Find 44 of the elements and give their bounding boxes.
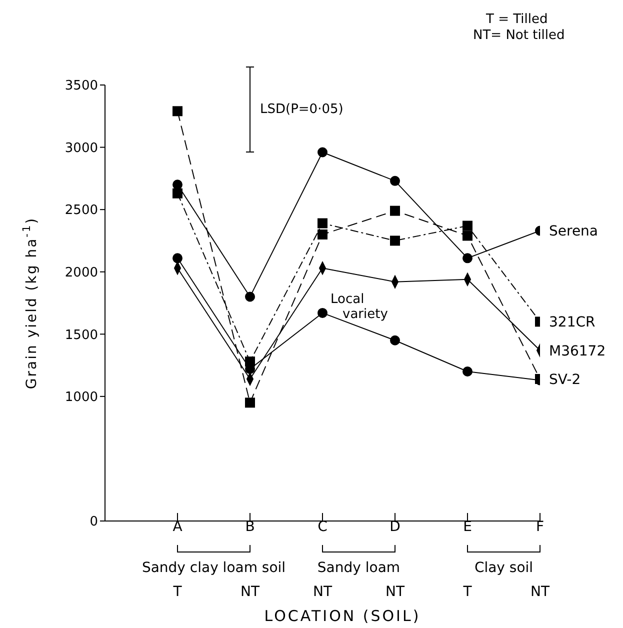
point [462,253,472,264]
text: Sandy loam [317,560,400,576]
text: NT= Not tilled [473,28,565,43]
point [390,236,400,246]
x-tick-label: A [172,518,183,535]
y-tick-label: 2500 [64,203,98,218]
y-tick-label: 3500 [64,78,98,94]
point [172,253,182,264]
text: NT [312,584,332,600]
series-label: 321CR [549,314,596,331]
text: T [462,584,472,600]
text: NT [240,584,260,600]
y-tick-label: 3000 [64,140,98,156]
point [462,220,472,231]
text: Clay soil [474,560,534,576]
y-tick-label: 0 [90,514,98,530]
point [172,180,182,190]
point [462,230,472,241]
annotation: LSD(P=0·05) [260,102,344,117]
annotation: Local variety [330,292,388,322]
text: Sandy clay loam soil [142,560,286,576]
series-label: M36172 [549,343,606,360]
series-label: SV-2 [549,372,581,388]
x-axis-title: LOCATION (SOIL) [264,607,421,625]
point [318,218,328,228]
y-tick-label: 1500 [64,328,98,343]
point [462,366,472,377]
point [390,206,400,216]
text: NT [385,584,405,600]
point [318,229,328,240]
point [172,106,182,116]
text: T [172,584,182,600]
text: T = Tilled [485,12,548,27]
point [172,188,182,198]
y-tick-label: 1000 [64,390,98,406]
point [318,308,328,318]
point [390,176,400,186]
point [390,335,400,346]
y-tick-label: 2000 [64,265,98,280]
point [245,398,255,408]
point [245,292,255,302]
text: NT [530,584,550,600]
series-label: Serena [549,224,598,240]
point [318,147,328,158]
